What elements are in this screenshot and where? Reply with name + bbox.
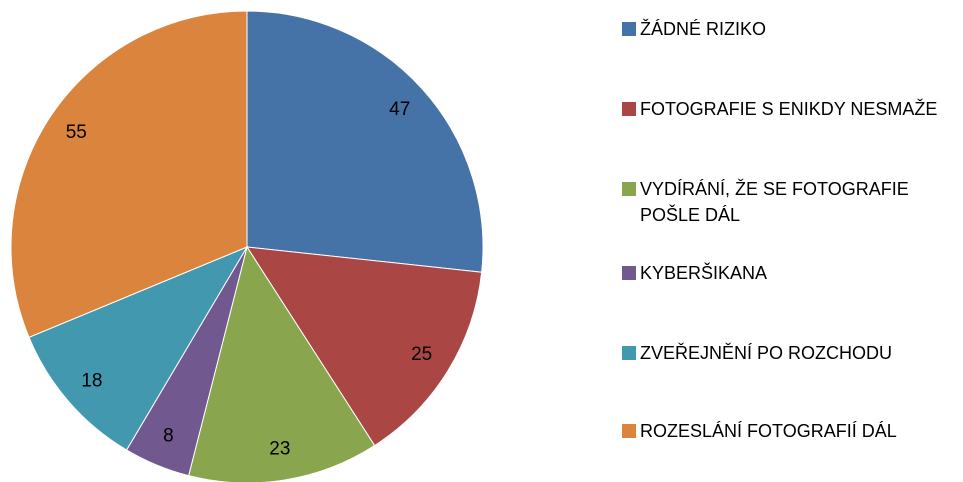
legend-item: ROZESLÁNÍ FOTOGRAFIÍ DÁL [622,418,963,444]
legend-label: ZVEŘEJNĚNÍ PO ROZCHODU [640,343,893,363]
legend-item: KYBERŠIKANA [622,260,963,286]
legend-item: ZVEŘEJNĚNÍ PO ROZCHODU [622,340,963,366]
legend-label: ROZESLÁNÍ FOTOGRAFIÍ DÁL [640,421,897,441]
legend-item: ŽÁDNÉ RIZIKO [622,16,963,42]
legend-label: KYBERŠIKANA [640,263,768,283]
pie-slice [246,246,483,447]
pie-slice [10,10,248,338]
pie-slice [246,10,484,273]
legend-label: ŽÁDNÉ RIZIKO [640,19,767,39]
data-label: 23 [269,439,290,460]
legend-label: VYDÍRÁNÍ, ŽE SE FOTOGRAFIE POŠLE DÁL [640,179,909,225]
legend-swatch [622,346,636,360]
legend-swatch [622,22,636,36]
legend-swatch [622,102,636,116]
legend-swatch [622,424,636,438]
pie-slice [188,245,376,482]
legend-item: VYDÍRÁNÍ, ŽE SE FOTOGRAFIE POŠLE DÁL [622,176,963,228]
legend-swatch [622,182,636,196]
data-label: 25 [411,344,432,365]
data-label: 8 [163,426,174,447]
pie-slice [28,245,249,451]
legend-label: FOTOGRAFIE S ENIKDY NESMAŽE [640,99,938,119]
legend-item: FOTOGRAFIE S ENIKDY NESMAŽE [622,96,963,122]
data-label: 55 [66,122,87,143]
data-label: 47 [389,99,410,120]
data-label: 18 [81,370,102,391]
legend-swatch [622,266,636,280]
chart: 47 25 23 8 18 55 [10,10,484,482]
